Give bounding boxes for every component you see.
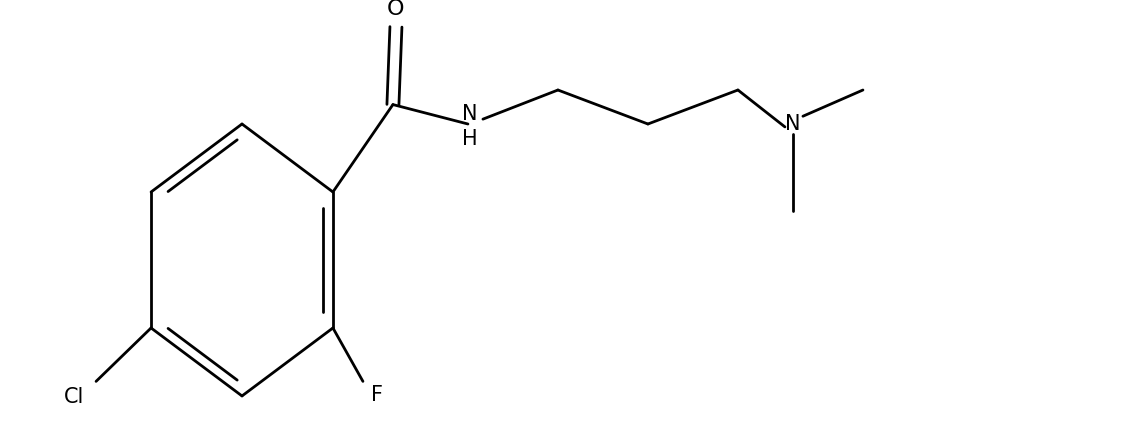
Text: N: N [785,114,800,134]
Text: F: F [371,385,382,405]
Text: O: O [387,0,405,19]
Text: H: H [462,128,478,149]
Text: N: N [462,104,478,124]
Text: Cl: Cl [64,387,84,407]
